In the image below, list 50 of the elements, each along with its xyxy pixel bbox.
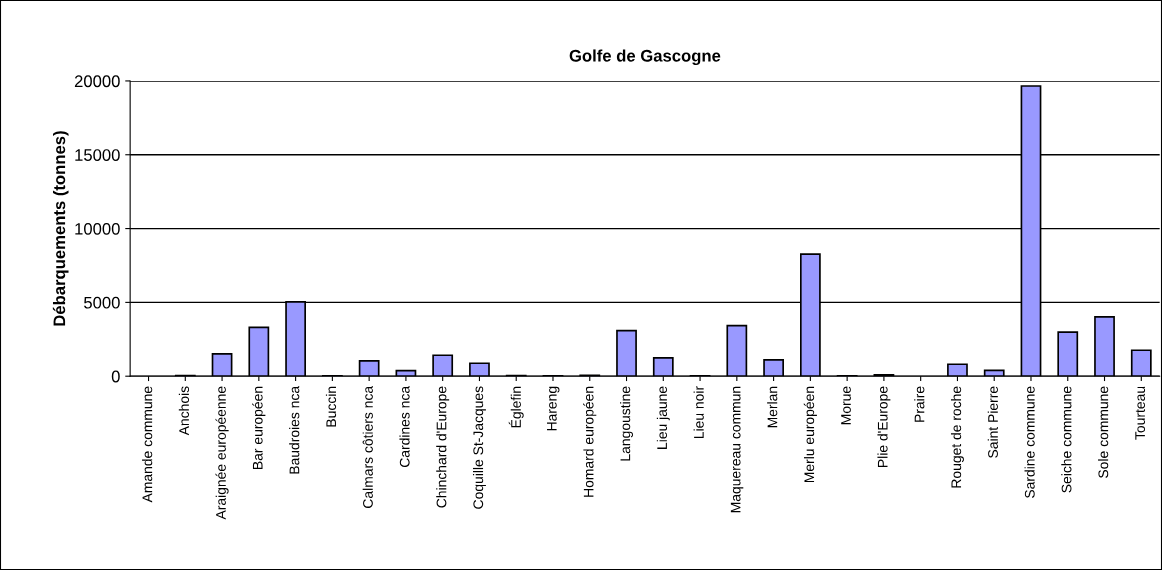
bar — [947, 363, 968, 377]
y-tick-label: 10000 — [75, 222, 120, 235]
x-tick-label: Lieu noir — [693, 386, 704, 439]
bar — [248, 326, 270, 377]
bar — [616, 329, 637, 377]
x-tick-label: Chinchard d'Europe — [436, 386, 450, 508]
x-tick-label: Saint Pierre — [987, 386, 998, 458]
bar — [395, 369, 417, 377]
y-tick-label: 5000 — [84, 296, 120, 309]
x-tick-label: Rouget de roche — [950, 386, 964, 488]
bar — [1057, 331, 1079, 377]
bar — [211, 353, 233, 377]
x-tick-label: Homard européen — [583, 386, 597, 497]
x-tick-label: Araignée européenne — [215, 386, 229, 520]
x-tick-label: Morue — [841, 386, 851, 425]
x-tick-label: Hareng — [547, 386, 560, 431]
y-tick-label: 20000 — [74, 75, 120, 88]
x-tick-label: Sardine commune — [1024, 386, 1035, 498]
x-tick-label: Bar européen — [252, 386, 266, 469]
x-tick-label: Églefin — [508, 386, 524, 428]
bar — [983, 369, 1005, 377]
bar — [652, 357, 674, 377]
x-tick-label: Plie d'Europe — [877, 386, 891, 467]
x-tick-label: Tourteau — [1135, 386, 1146, 440]
y-axis-title: Débarquements (tonnes) — [52, 131, 69, 326]
bar — [1130, 349, 1152, 377]
x-tick-label: Merlan — [767, 386, 778, 428]
x-tick-label: Amande commune — [142, 386, 153, 503]
x-tick-label: Calmars côtiers nca — [362, 385, 373, 508]
x-tick-label: Baudroies nca — [289, 385, 300, 474]
bar — [469, 362, 490, 377]
x-tick-label: Langoustine — [620, 386, 633, 461]
x-tick-label: Cardines nca — [399, 385, 410, 468]
x-tick-label: Buccin — [325, 386, 337, 427]
x-tick-label: Coquille St-Jacques — [472, 386, 486, 509]
bar — [726, 324, 748, 377]
bar — [1094, 316, 1115, 377]
x-tick-label: Anchois — [178, 386, 190, 436]
bar — [763, 358, 784, 377]
x-tick-label: Seiche commune — [1061, 386, 1072, 493]
x-tick-label: Merlu européen — [803, 386, 817, 483]
y-tick-label: 0 — [111, 370, 120, 383]
chart-title: Golfe de Gascogne — [569, 49, 721, 66]
y-tick-label: 15000 — [75, 149, 120, 161]
x-tick-label: Maquereau commun — [730, 386, 744, 513]
bar — [358, 360, 380, 377]
x-tick-label: Praire — [914, 386, 925, 422]
bar — [432, 354, 454, 377]
x-tick-label: Lieu jaune — [656, 386, 670, 449]
x-tick-label: Sole commune — [1098, 386, 1109, 478]
